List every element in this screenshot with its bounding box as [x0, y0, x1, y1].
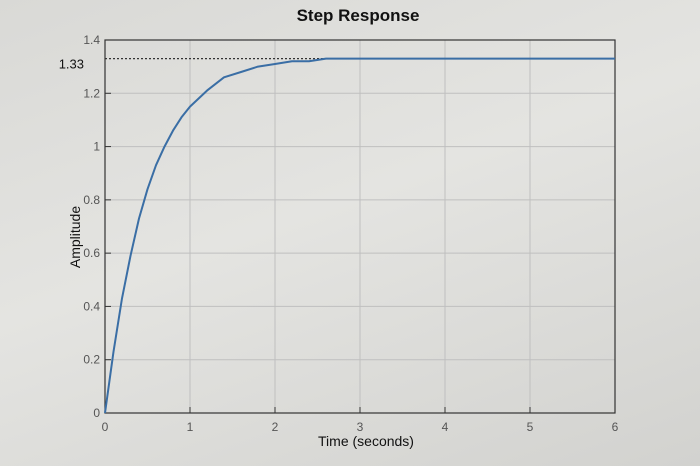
- x-tick-label: 6: [612, 420, 619, 434]
- step-response-line: [104, 57, 615, 414]
- grid-lines: [104, 39, 616, 414]
- y-tick-label: 0.6: [83, 246, 100, 260]
- y-tick-label: 0: [93, 406, 100, 420]
- y-tick-label: 0.4: [83, 299, 100, 313]
- x-axis-label: Time (seconds): [318, 433, 414, 449]
- y-tick-label: 0.2: [83, 353, 100, 367]
- steady-state-value-label: 1.33: [59, 57, 84, 72]
- x-tick-label: 5: [527, 420, 534, 434]
- chart-title: Step Response: [297, 6, 420, 25]
- y-tick-label: 1.2: [83, 86, 100, 100]
- y-tick-label: 0.8: [83, 193, 100, 207]
- x-tick-label: 3: [357, 420, 364, 434]
- series-layer: [104, 57, 615, 414]
- x-tick-label: 2: [272, 420, 279, 434]
- y-tick-label: 1: [93, 140, 100, 154]
- y-tick-label: 1.4: [83, 33, 100, 47]
- x-tick-label: 0: [102, 420, 109, 434]
- x-tick-label: 4: [442, 420, 449, 434]
- y-axis-label: Amplitude: [67, 206, 83, 268]
- x-tick-label: 1: [187, 420, 194, 434]
- axis-ticks: 0 1 2 3 4 5 6 0 0.2 0.4 0.6 0.8 1 1.2 1.4: [83, 33, 618, 434]
